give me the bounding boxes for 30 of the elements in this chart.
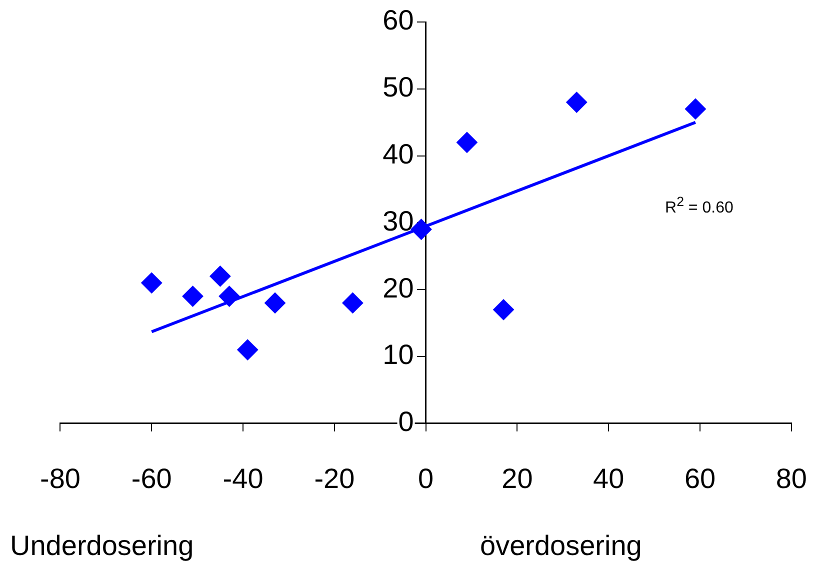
point xyxy=(218,286,240,307)
point xyxy=(141,272,162,294)
y-tick-label: 40 xyxy=(382,138,414,170)
text: överdosering xyxy=(480,530,642,562)
point xyxy=(493,299,514,320)
point xyxy=(566,92,588,113)
x-tick-label: 80 xyxy=(776,462,808,494)
y-tick-label: 10 xyxy=(382,339,414,370)
point xyxy=(210,266,231,287)
x-tick-label: 60 xyxy=(684,462,716,494)
x-tick-label: -40 xyxy=(222,462,264,494)
point xyxy=(684,98,706,120)
y-tick-label: 30 xyxy=(382,205,414,236)
x-tick-label: -80 xyxy=(40,462,80,494)
point xyxy=(237,339,258,360)
x-tick-label: 40 xyxy=(593,462,624,494)
x-tick-label: 0 xyxy=(418,462,434,494)
point xyxy=(182,286,204,307)
x-tick-label: -20 xyxy=(314,462,355,494)
point xyxy=(342,292,364,314)
point xyxy=(456,132,478,153)
y-tick-label: 60 xyxy=(382,4,414,36)
y-tick-label: 20 xyxy=(382,272,414,304)
x-tick-label: 20 xyxy=(502,462,533,494)
x-tick-label: -60 xyxy=(131,462,172,494)
text: Underdosering xyxy=(10,530,194,562)
annotation: R$^{2}$ = 0.60 xyxy=(665,194,734,218)
y-tick-label: 0 xyxy=(398,406,414,438)
y-tick-label: 50 xyxy=(382,72,414,103)
point xyxy=(264,292,286,314)
